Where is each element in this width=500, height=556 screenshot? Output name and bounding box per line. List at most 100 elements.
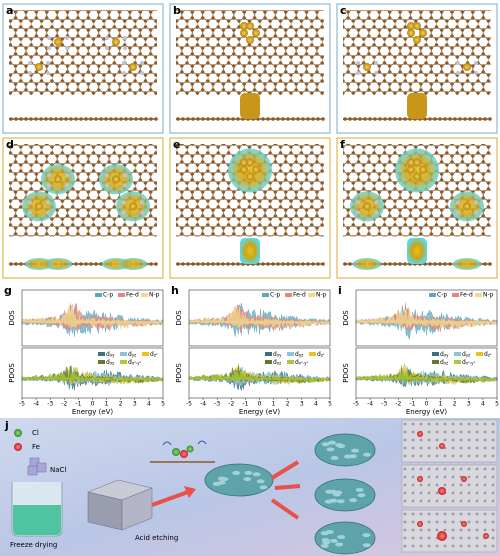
side-atom [89, 262, 93, 266]
side-atom [343, 262, 347, 266]
n-atom [105, 183, 109, 188]
lattice-atom [411, 536, 415, 540]
lattice-atom [475, 430, 479, 434]
fe-cluster-atom [240, 29, 248, 37]
side-atom [276, 262, 280, 266]
side-atom [186, 117, 190, 121]
lattice-atom [475, 520, 479, 524]
lattice-atom [427, 454, 431, 458]
side-atom [316, 262, 320, 266]
dos-curve [188, 321, 331, 337]
side-atom [114, 117, 118, 121]
legend-text: dxz [273, 359, 281, 366]
fe-atom [54, 38, 62, 46]
lattice-atom [475, 446, 479, 450]
lattice-atom [483, 422, 487, 426]
panel-label: g [4, 284, 12, 297]
lattice-atom [459, 544, 463, 548]
x-axis-label: Energy (eV) [72, 408, 114, 416]
lattice-atom [483, 475, 487, 479]
side-atom [438, 117, 442, 121]
legend-sub: yz [132, 353, 136, 358]
pore [362, 543, 371, 548]
lattice-atom [459, 491, 463, 495]
legend-sub: x²-y² [299, 361, 309, 366]
side-atom [358, 117, 362, 121]
side-atom [39, 117, 43, 121]
pore [337, 444, 346, 449]
pore [252, 472, 261, 477]
lattice-atom [443, 483, 447, 487]
dos-panel: g DOS PDOS -5 -4 -3 -2 -1 0 1 2 3 4 5 Energy (eV) C-p Fe… [4, 284, 165, 416]
pore [325, 489, 334, 494]
legend-base: d [440, 351, 444, 358]
side-atom [353, 117, 357, 121]
x-tick-label: -4 [367, 401, 373, 408]
side-atom [373, 117, 377, 121]
side-atom [231, 262, 235, 266]
lattice-atom [419, 454, 423, 458]
side-atom [488, 262, 492, 266]
pore [351, 448, 360, 453]
lattice-atom [491, 536, 495, 540]
panel-label: a [6, 4, 13, 17]
legend-text: Fe-d [293, 292, 306, 299]
legend-sub: z² [154, 353, 158, 358]
legend-text: dz² [150, 351, 158, 358]
side-atom [79, 117, 83, 121]
x-tick-label: 2 [286, 401, 290, 408]
fe-cluster-atom [413, 158, 421, 167]
side-atom [428, 262, 432, 266]
n-atom [374, 200, 378, 205]
pore [320, 543, 329, 548]
n-atom [28, 210, 32, 215]
n-atom [122, 61, 126, 65]
lattice-atom [435, 483, 439, 487]
n-atom [356, 210, 360, 215]
side-atom [226, 262, 230, 266]
lattice-atom [451, 491, 455, 495]
lattice-atom [419, 536, 423, 540]
dos-curve [21, 378, 164, 383]
n-atom [374, 61, 378, 65]
legend-base: d [295, 359, 299, 366]
lattice-atom [427, 422, 431, 426]
pore [362, 533, 371, 538]
lattice-atom [403, 536, 407, 540]
structure-panel: c [336, 3, 498, 134]
lattice-atom [411, 512, 415, 516]
pore [355, 487, 364, 492]
n-atom [356, 200, 360, 205]
fe-cluster-atom [240, 22, 248, 30]
charge-density [395, 148, 439, 193]
side-atom [343, 117, 347, 121]
fe-cluster-atom [240, 158, 248, 167]
lattice-atom [459, 499, 463, 503]
dos-curve [355, 307, 498, 323]
lattice-atom [427, 528, 431, 532]
lattice-atom [451, 475, 455, 479]
side-atom [286, 262, 290, 266]
lattice-atom [459, 528, 463, 532]
side-atom [311, 262, 315, 266]
legend-base: d [128, 359, 132, 366]
side-cluster [240, 93, 260, 119]
side-atom [144, 117, 148, 121]
side-atom [236, 117, 240, 121]
side-atom [181, 262, 185, 266]
lattice-atom [459, 438, 463, 442]
fe-atom [463, 202, 471, 211]
legend-swatch [98, 352, 105, 356]
x-tick-label: -5 [19, 401, 25, 408]
charge-density [228, 148, 272, 193]
pore [328, 440, 337, 445]
lattice-atom [475, 499, 479, 503]
side-atom [261, 262, 265, 266]
pore [243, 477, 252, 482]
legend-swatch [142, 352, 149, 356]
side-atom [84, 262, 88, 266]
lattice-atom [443, 438, 447, 442]
side-atom [428, 117, 432, 121]
side-atom [286, 117, 290, 121]
